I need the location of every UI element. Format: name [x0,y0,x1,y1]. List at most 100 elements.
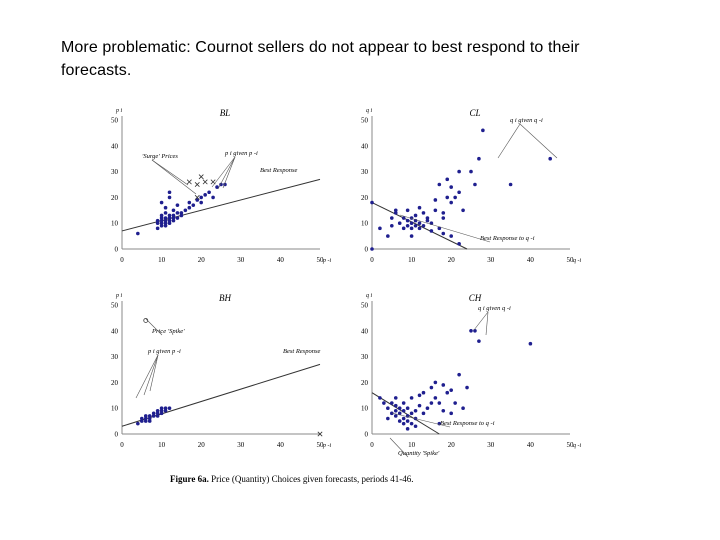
data-point [199,200,203,205]
x-tick-label: 50 [567,256,575,264]
data-point [140,416,144,421]
annotation-arrow [485,311,489,336]
panel-title: CH [469,293,482,303]
data-point [433,208,438,213]
x-axis-label: p -i [322,258,331,264]
annotation-arrow [143,354,159,396]
slide-title-line1: More problematic: Cournot sellers do not… [61,39,580,56]
data-point [441,408,446,413]
panel-title: BH [219,293,231,303]
data-point [159,200,164,205]
data-point [151,414,156,418]
chart-panel-CH: 0 10 20 30 40 50 0 10 20 30 40 50 q i q -i CH q i given… [361,293,581,458]
data-point [147,419,152,423]
data-point [393,396,398,400]
data-point [199,195,203,200]
figure-caption-text: Price (Quantity) Choices given forecasts… [208,474,414,484]
panel-title: BL [220,108,231,118]
annotation-arrow [399,214,491,243]
data-point [397,406,402,410]
x-tick-label: 10 [408,256,416,264]
data-point [393,211,398,215]
data-point [167,190,172,195]
data-point [163,408,168,413]
data-point [163,211,168,215]
data-point [405,208,410,213]
data-point [163,216,168,220]
data-point [386,406,390,410]
data-point [136,231,140,236]
data-point [191,203,196,207]
data-point [421,390,426,395]
data-point [421,411,426,416]
y-tick-label: 50 [361,302,369,310]
data-point [449,200,453,205]
annotation-arrow [149,354,159,392]
data-point [417,393,422,398]
data-point [441,211,446,215]
data-point [140,419,144,423]
data-point [417,226,422,231]
data-point [441,231,446,236]
data-point [393,414,398,418]
y-tick-label: 50 [361,117,369,125]
data-point [159,213,164,218]
data-point [449,234,453,238]
y-tick-label: 0 [365,431,369,439]
data-point [465,385,469,390]
x-tick-label: 20 [198,256,206,264]
data-point [421,211,426,215]
data-point [143,416,148,421]
data-point [163,223,168,228]
data-point [203,193,207,197]
data-point [167,218,172,223]
y-tick-label: 0 [115,431,119,439]
y-tick-label: 40 [111,142,119,150]
data-point [409,221,414,225]
y-tick-label: 20 [111,194,119,202]
y-axis-label: p i [115,108,123,114]
annotation-label: Quantity 'Spike' [398,450,440,457]
surge-marker [194,194,200,200]
y-tick-label: 50 [111,302,119,310]
data-point [429,401,434,405]
surge-marker [198,174,204,180]
data-point [136,421,140,426]
best-response-line [371,202,468,250]
data-point [441,383,446,387]
figure-caption-label: Figure 6a. [170,474,209,484]
annotation-arrow [151,159,197,195]
surge-marker [317,431,323,437]
data-point [175,203,180,207]
x-tick-label: 10 [158,256,166,264]
data-point [155,221,160,225]
data-point [167,195,172,200]
data-point [445,195,450,200]
data-point [147,414,152,418]
x-tick-label: 20 [198,441,206,449]
data-point [433,380,438,385]
figure-panels: 0 10 20 30 40 50 0 10 20 30 40 50 p i p -i BL 'Surge' P… [100,100,600,495]
data-point [147,416,152,421]
annotation-arrow [145,318,163,336]
data-point [163,205,168,210]
y-tick-label: 30 [111,353,119,361]
data-point [473,329,477,333]
data-point [437,226,442,231]
data-point [159,218,164,223]
data-point [413,223,418,228]
data-point [401,226,406,231]
surge-marker [186,179,192,185]
y-axis-label: p i [115,293,123,299]
data-point [508,182,513,187]
best-response-line [121,178,321,232]
data-point [393,408,398,413]
data-point [390,223,394,228]
figure-caption: Figure 6a. Price (Quantity) Choices give… [170,474,414,484]
annotation-arrow [391,412,451,428]
data-point [163,406,168,410]
data-point [171,208,176,213]
data-point [461,406,465,410]
data-point [425,218,430,223]
annotation-arrow [519,123,558,159]
